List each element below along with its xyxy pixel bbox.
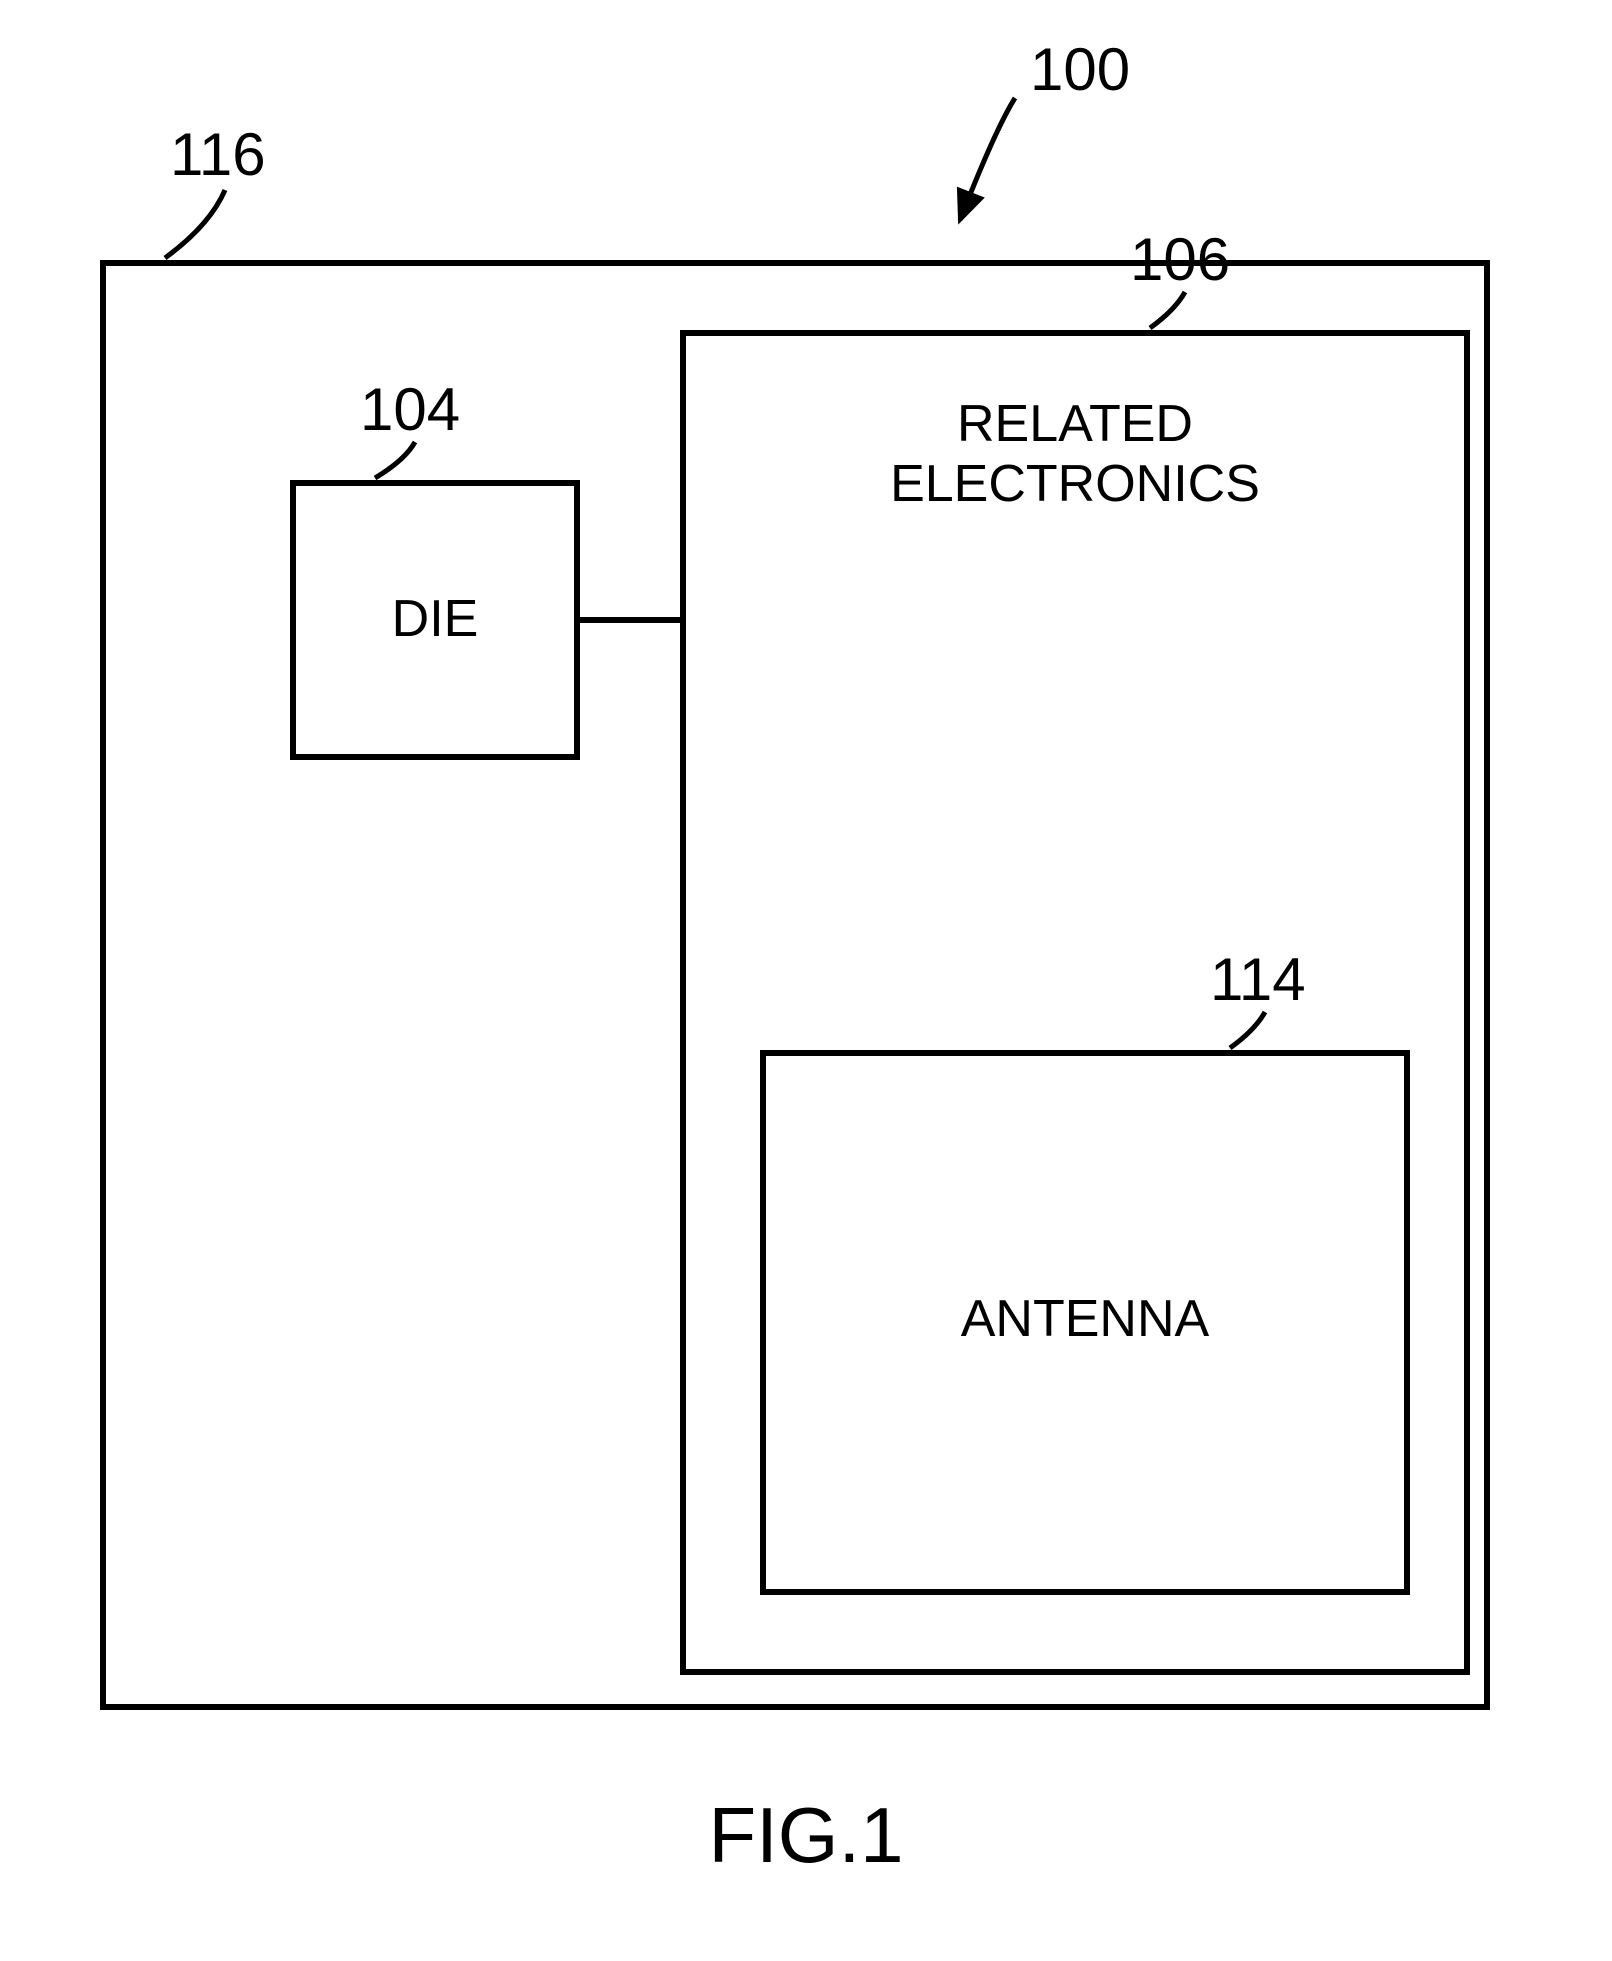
ref-antenna-leader (0, 0, 1612, 1961)
figure-canvas: DIE RELATED ELECTRONICS ANTENNA 100 116 … (0, 0, 1612, 1961)
figure-caption: FIG.1 (0, 1790, 1612, 1881)
